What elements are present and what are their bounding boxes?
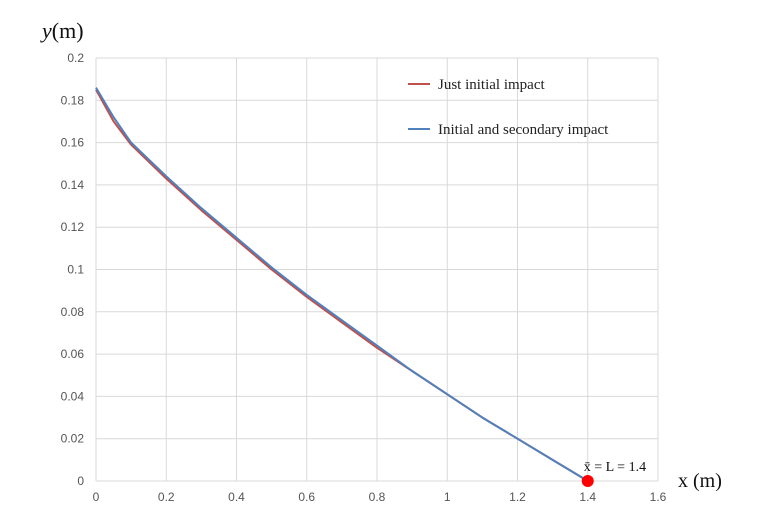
y-tick-label: 0.06 [61, 347, 85, 361]
grid [95, 57, 659, 482]
y-tick-label: 0 [77, 474, 84, 488]
y-tick-label: 0.14 [61, 178, 85, 192]
y-tick-label: 0.04 [61, 389, 85, 403]
x-tick-label: 0.8 [369, 490, 386, 504]
x-tick-label: 0.2 [158, 490, 175, 504]
annotation-group: x̄ = L = 1.4 [581, 460, 646, 487]
endpoint-label: x̄ = L = 1.4 [584, 460, 646, 475]
y-tick-label: 0.12 [61, 220, 85, 234]
x-tick-label: 1 [444, 490, 451, 504]
x-tick-label: 0.4 [228, 490, 245, 504]
series-line-secondary [95, 87, 589, 482]
x-tick-label: 1.2 [509, 490, 526, 504]
x-axis-title: x (m) [678, 470, 722, 492]
legend: Just initial impact Initial and secondar… [408, 77, 609, 138]
endpoint-marker [581, 475, 594, 487]
x-tick-label: 0 [93, 490, 100, 504]
y-axis-title-unit: (m) [52, 18, 84, 43]
y-axis-title: y(m) [40, 18, 84, 43]
x-tick-label: 1.6 [650, 490, 667, 504]
y-tick-label: 0.1 [67, 263, 84, 277]
legend-label-secondary: Initial and secondary impact [438, 122, 609, 138]
y-tick-label: 0.2 [67, 51, 84, 65]
x-tick-label: 1.4 [579, 490, 596, 504]
y-tick-label: 0.16 [61, 136, 85, 150]
y-tick-label: 0.18 [61, 93, 85, 107]
legend-label-initial: Just initial impact [438, 77, 545, 93]
y-tick-label: 0.02 [61, 432, 85, 446]
series-lines [95, 87, 589, 482]
x-tick-label: 0.6 [298, 490, 315, 504]
tick-labels: 0 0.2 0.4 0.6 0.8 1 1.2 1.4 1.6 0 0.02 0.04 0.06 0.08… [61, 51, 667, 504]
y-axis-title-main: y [40, 18, 52, 43]
y-tick-label: 0.08 [61, 305, 85, 319]
